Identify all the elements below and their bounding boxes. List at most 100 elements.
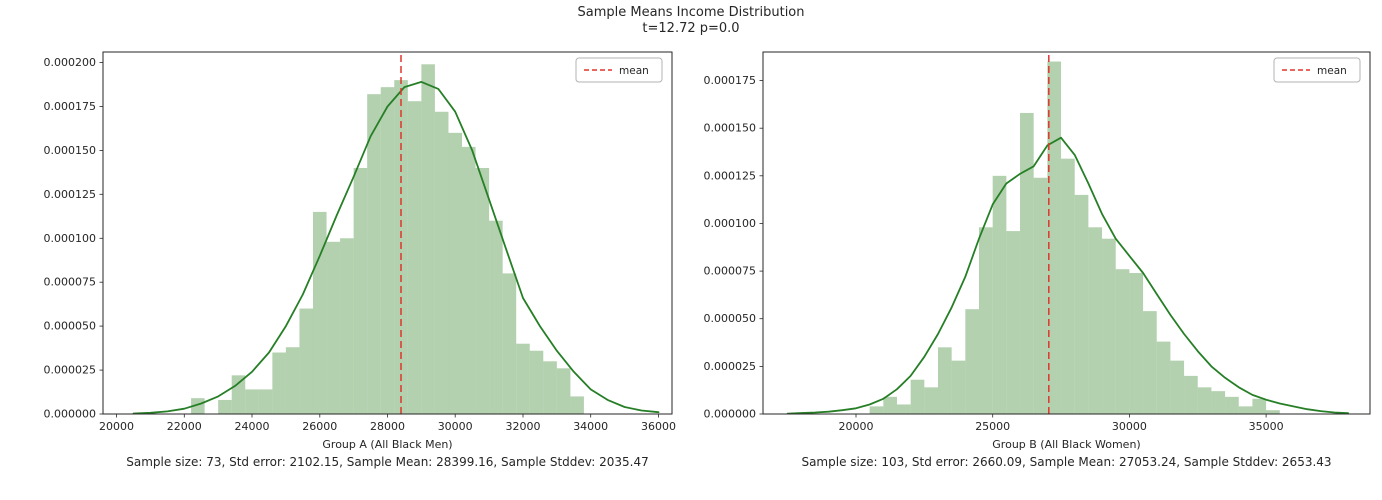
histogram-bar <box>340 238 354 414</box>
y-tick-label: 0.000100 <box>704 217 757 230</box>
histogram-bar <box>218 399 232 414</box>
legend-box <box>1273 57 1361 83</box>
histogram-bar <box>489 220 503 414</box>
histogram-bar <box>1074 194 1089 414</box>
histogram-bar <box>421 64 435 415</box>
y-tick-label: 0.000025 <box>704 360 757 373</box>
x-tick-label: 35000 <box>1249 420 1284 433</box>
x-axis-label: Group A (All Black Men) <box>322 438 452 451</box>
histogram-bar <box>1088 227 1103 414</box>
sample-stats-label: Sample size: 73, Std error: 2102.15, Sam… <box>126 455 648 469</box>
histogram-bar <box>896 404 911 414</box>
histogram-bar <box>1225 396 1239 414</box>
histogram-bar <box>326 241 341 414</box>
histogram-bar <box>1211 391 1226 414</box>
histogram-bar <box>516 343 530 414</box>
histogram-bar <box>1252 398 1267 414</box>
x-axis-label: Group B (All Black Women) <box>992 438 1140 451</box>
legend-box <box>575 57 663 83</box>
figure-subtitle: t=12.72 p=0.0 <box>642 21 740 36</box>
legend-label: mean <box>619 65 649 77</box>
figure-title: Sample Means Income Distribution <box>577 5 805 20</box>
histogram-bar <box>937 347 952 414</box>
y-tick-label: 0.000050 <box>44 320 97 333</box>
x-tick-label: 22000 <box>167 420 202 433</box>
histogram-bar <box>1006 231 1021 414</box>
y-tick-label: 0.000125 <box>44 188 97 201</box>
x-tick-label: 32000 <box>506 420 541 433</box>
y-tick-label: 0.000000 <box>704 408 757 421</box>
histogram-bar <box>407 101 422 414</box>
histogram-bar <box>1129 273 1144 414</box>
histogram-bar <box>475 167 490 414</box>
histogram-bar <box>448 132 463 414</box>
histogram-bar <box>1143 311 1157 414</box>
x-tick-label: 20000 <box>839 420 874 433</box>
histogram-bar <box>543 361 557 414</box>
histogram-bar <box>1170 360 1185 414</box>
chart-group-a: 20000 22000 24000 26000 28000 30000 32000 34000… <box>44 51 676 469</box>
histogram-bar <box>965 309 979 414</box>
kde-curve <box>786 136 1349 415</box>
histogram-bar <box>1266 410 1280 414</box>
histogram-bar <box>556 368 571 414</box>
histogram-bar <box>992 175 1007 414</box>
histogram-bar <box>1020 112 1034 414</box>
x-tick-label: 25000 <box>975 420 1010 433</box>
histogram-bar <box>529 350 544 414</box>
x-tick-label: 24000 <box>235 420 270 433</box>
histogram-bar <box>1184 375 1198 414</box>
kde-curve <box>132 81 660 415</box>
histogram-bar <box>380 87 395 415</box>
legend-label: mean <box>1317 65 1347 77</box>
y-tick-label: 0.000025 <box>44 364 97 377</box>
y-tick-label: 0.000125 <box>704 169 757 182</box>
y-tick-label: 0.000075 <box>704 265 757 278</box>
y-tick-label: 0.000075 <box>44 276 97 289</box>
x-tick-label: 28000 <box>370 420 405 433</box>
histogram-bar <box>258 389 273 414</box>
histogram-bar <box>869 406 884 414</box>
histogram-bar <box>1047 61 1062 414</box>
y-tick-label: 0.000175 <box>704 74 757 87</box>
histogram-bar <box>1061 158 1075 414</box>
histogram-bar <box>353 167 368 414</box>
histogram-bar <box>1197 387 1212 414</box>
x-tick-label: 36000 <box>641 420 676 433</box>
histogram-bar <box>299 308 313 414</box>
x-tick-label: 34000 <box>573 420 608 433</box>
axes-frame <box>762 51 1371 415</box>
histogram-bar <box>883 396 897 414</box>
y-tick-label: 0.000050 <box>704 312 757 325</box>
y-tick-label: 0.000150 <box>704 122 757 135</box>
histogram-bar <box>1102 238 1116 414</box>
y-tick-label: 0.000100 <box>44 232 97 245</box>
histogram-bar <box>231 375 246 414</box>
x-tick-label: 20000 <box>99 420 134 433</box>
histogram-bar <box>1238 406 1253 414</box>
histogram-bar <box>462 146 476 414</box>
histogram-bar <box>1115 269 1130 414</box>
chart-group-b: 20000 25000 30000 35000 0.000000 0.000025 0.00… <box>704 51 1371 469</box>
histogram-bar <box>502 273 517 414</box>
histogram-bar <box>191 398 205 414</box>
y-tick-label: 0.000150 <box>44 144 97 157</box>
sample-stats-label: Sample size: 103, Std error: 2660.09, Sa… <box>801 455 1331 469</box>
histogram-bar <box>285 347 300 414</box>
histogram-bar <box>570 396 584 414</box>
histogram-bar <box>924 387 938 414</box>
histogram-bar <box>979 227 993 414</box>
x-tick-label: 26000 <box>302 420 337 433</box>
histogram-bar <box>910 379 925 414</box>
x-tick-label: 30000 <box>438 420 473 433</box>
y-tick-label: 0.000000 <box>44 408 97 421</box>
histogram-bar <box>1033 177 1048 414</box>
y-tick-label: 0.000175 <box>44 100 97 113</box>
y-tick-label: 0.000200 <box>44 56 97 69</box>
histogram-bar <box>272 352 286 414</box>
histogram-bar <box>367 94 381 415</box>
x-tick-label: 30000 <box>1112 420 1147 433</box>
histogram-bar <box>245 389 259 414</box>
histogram-bar <box>951 360 966 414</box>
